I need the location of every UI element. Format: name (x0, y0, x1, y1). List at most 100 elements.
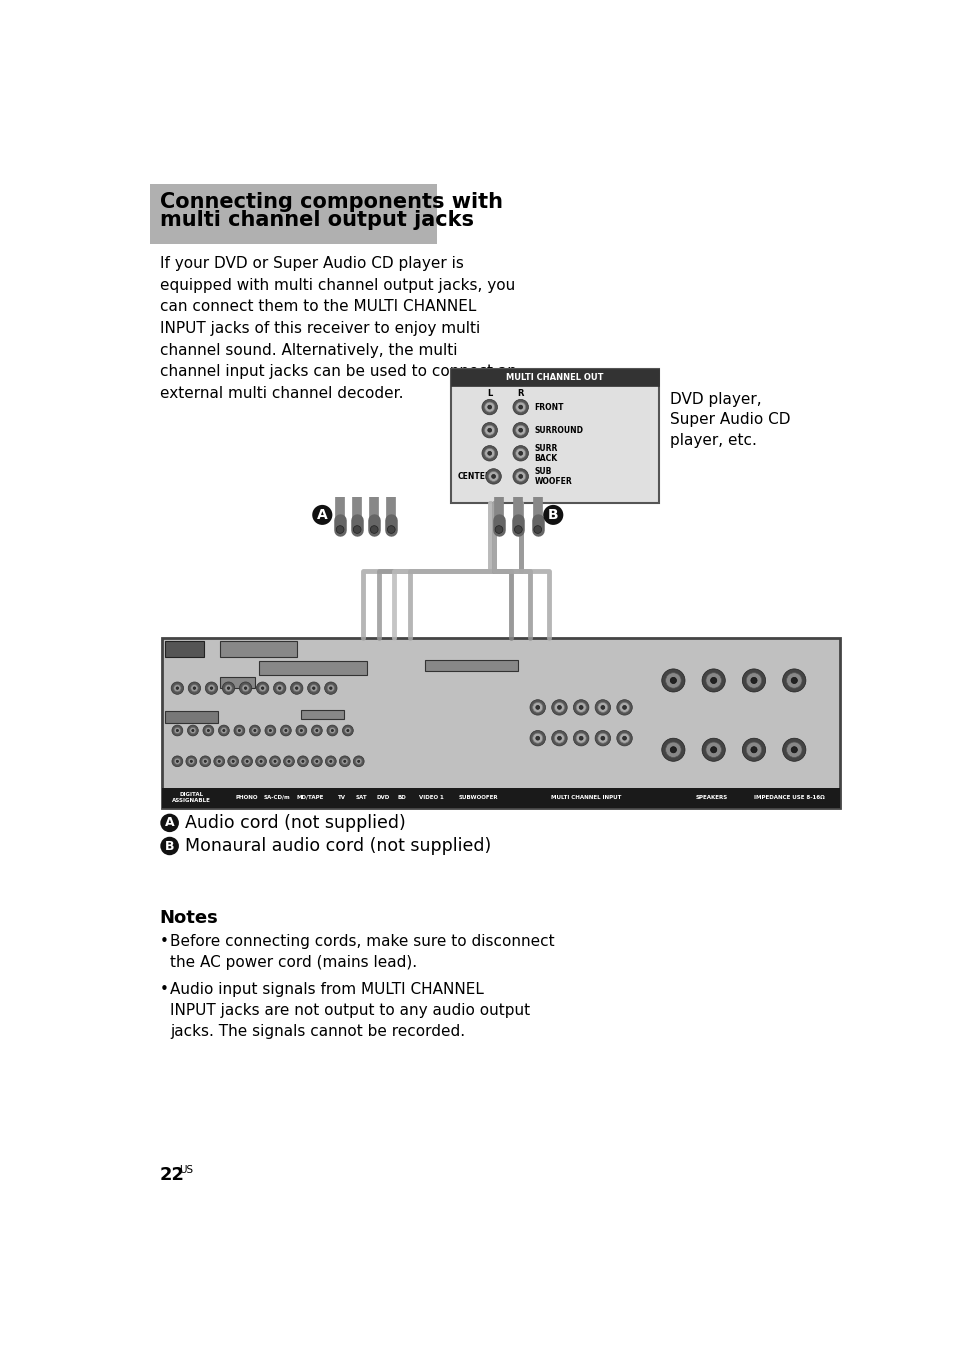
Circle shape (661, 738, 684, 761)
Circle shape (288, 760, 290, 763)
Circle shape (244, 758, 250, 764)
Circle shape (781, 738, 805, 761)
Circle shape (353, 526, 360, 534)
Circle shape (172, 725, 183, 735)
Circle shape (188, 758, 194, 764)
Text: •: • (159, 983, 169, 998)
Text: TV: TV (337, 795, 345, 800)
Circle shape (701, 738, 724, 761)
Text: SURR
BACK: SURR BACK (534, 443, 558, 462)
Circle shape (573, 700, 588, 715)
Circle shape (598, 703, 607, 713)
Circle shape (329, 687, 332, 690)
Circle shape (534, 526, 541, 534)
Text: Notes: Notes (159, 909, 218, 927)
Circle shape (554, 733, 564, 744)
Circle shape (213, 756, 224, 767)
Circle shape (274, 681, 286, 695)
Circle shape (315, 760, 317, 763)
Circle shape (172, 756, 183, 767)
Circle shape (176, 760, 178, 763)
Text: DVD: DVD (375, 795, 389, 800)
Circle shape (600, 737, 604, 740)
Text: CENTER: CENTER (456, 472, 491, 481)
Circle shape (300, 730, 302, 731)
Text: DIGITAL
ASSIGNABLE: DIGITAL ASSIGNABLE (172, 792, 211, 803)
Text: •: • (159, 934, 169, 949)
Circle shape (530, 730, 545, 746)
Circle shape (190, 760, 193, 763)
Circle shape (353, 756, 364, 767)
Circle shape (267, 727, 274, 734)
Circle shape (598, 733, 607, 744)
Circle shape (665, 742, 680, 757)
Circle shape (481, 399, 497, 415)
Circle shape (227, 687, 230, 690)
Circle shape (532, 733, 542, 744)
Bar (150, 184, 436, 243)
Circle shape (160, 837, 179, 856)
Circle shape (187, 725, 198, 735)
Circle shape (790, 677, 797, 684)
Circle shape (331, 730, 334, 731)
Circle shape (204, 760, 206, 763)
Circle shape (257, 758, 264, 764)
Text: US: US (179, 1165, 193, 1175)
Circle shape (244, 687, 247, 690)
Text: SA-CD/m: SA-CD/m (263, 795, 290, 800)
Circle shape (232, 760, 234, 763)
Bar (162, 788, 840, 807)
Circle shape (208, 684, 215, 692)
Circle shape (785, 742, 801, 757)
Circle shape (484, 425, 495, 435)
Circle shape (600, 706, 604, 710)
Text: Connecting components with: Connecting components with (159, 192, 502, 211)
Circle shape (513, 469, 528, 484)
Circle shape (576, 733, 585, 744)
Circle shape (202, 758, 209, 764)
Circle shape (750, 746, 757, 753)
Circle shape (297, 727, 304, 734)
Circle shape (484, 449, 495, 458)
Circle shape (260, 760, 262, 763)
Circle shape (220, 727, 227, 734)
Circle shape (327, 684, 335, 692)
Circle shape (536, 737, 539, 740)
Circle shape (174, 727, 180, 734)
Circle shape (270, 756, 280, 767)
Text: HDMI: HDMI (301, 664, 324, 673)
Text: VIDEO 1: VIDEO 1 (418, 795, 443, 800)
Circle shape (188, 681, 200, 695)
Circle shape (790, 746, 797, 753)
Circle shape (661, 669, 684, 692)
Circle shape (193, 687, 195, 690)
Text: A: A (316, 508, 327, 522)
Circle shape (518, 452, 522, 456)
Text: Monaural audio cord (not supplied): Monaural audio cord (not supplied) (185, 837, 491, 854)
Circle shape (491, 475, 495, 479)
Circle shape (488, 472, 498, 481)
Bar (165, 641, 204, 657)
Circle shape (701, 669, 724, 692)
Circle shape (518, 406, 522, 410)
Text: MD/TAPE: MD/TAPE (296, 795, 324, 800)
Circle shape (536, 706, 539, 710)
Circle shape (513, 446, 528, 461)
Circle shape (705, 742, 720, 757)
Text: ANTENNA: ANTENNA (237, 645, 279, 653)
Text: PHONO: PHONO (235, 795, 258, 800)
Bar (301, 710, 344, 719)
Circle shape (495, 526, 502, 534)
Circle shape (781, 669, 805, 692)
Circle shape (576, 703, 585, 713)
Circle shape (618, 733, 629, 744)
Circle shape (297, 756, 308, 767)
Circle shape (222, 681, 234, 695)
Circle shape (225, 684, 232, 692)
Circle shape (192, 730, 193, 731)
Circle shape (347, 730, 349, 731)
Circle shape (551, 730, 567, 746)
Circle shape (215, 758, 222, 764)
Circle shape (516, 449, 525, 458)
Circle shape (557, 706, 560, 710)
